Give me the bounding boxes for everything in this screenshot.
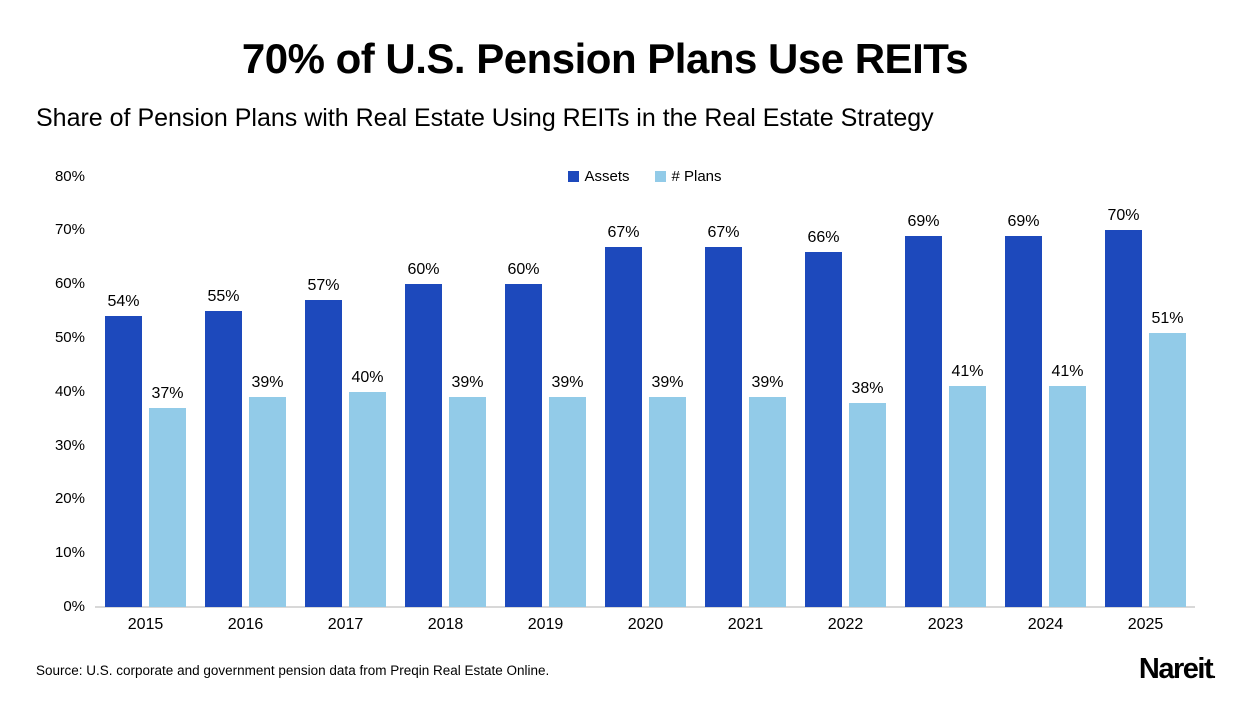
legend-item-plans: # Plans <box>655 168 722 185</box>
nareit-logo-dot: . <box>1212 665 1216 681</box>
bar-value-label: 37% <box>151 384 184 402</box>
bar-value-label: 39% <box>751 374 784 392</box>
legend-label-plans: # Plans <box>671 168 722 185</box>
plans-bar-2023 <box>949 386 986 607</box>
x-tick-label: 2015 <box>127 616 164 633</box>
bar-value-label: 70% <box>1107 207 1140 225</box>
bar-value-label: 69% <box>907 212 940 230</box>
plans-bar-2016 <box>249 397 286 607</box>
bar-value-label: 38% <box>851 379 884 397</box>
x-tick-label: 2022 <box>827 616 864 633</box>
x-tick-label: 2020 <box>627 616 664 633</box>
y-tick-label: 0% <box>63 598 85 615</box>
plans-bar-2021 <box>749 397 786 607</box>
x-tick-label: 2016 <box>227 616 264 633</box>
assets-bar-2023 <box>905 235 942 607</box>
bar-value-label: 39% <box>651 374 684 392</box>
assets-bar-2016 <box>205 311 242 607</box>
assets-bar-2015 <box>105 316 142 607</box>
chart-legend: Assets # Plans <box>95 168 1195 185</box>
bar-value-label: 39% <box>551 374 584 392</box>
y-tick-label: 80% <box>54 167 85 185</box>
bar-value-label: 41% <box>1051 363 1084 381</box>
y-tick-label: 30% <box>54 436 85 454</box>
x-tick-label: 2025 <box>1127 616 1164 633</box>
plans-bar-2020 <box>649 397 686 607</box>
bar-value-label: 67% <box>607 223 640 241</box>
x-tick-label: 2024 <box>1027 616 1064 633</box>
y-tick-label: 70% <box>54 221 85 239</box>
y-tick-label: 60% <box>54 275 85 293</box>
bar-value-label: 57% <box>307 277 340 295</box>
x-tick-label: 2023 <box>927 616 964 633</box>
y-tick-label: 50% <box>54 329 85 346</box>
nareit-wordmark: Nareit <box>1138 653 1214 685</box>
y-tick-label: 20% <box>54 490 85 508</box>
x-tick-label: 2021 <box>727 616 764 633</box>
assets-bar-2020 <box>605 246 642 607</box>
bar-value-label: 55% <box>207 288 240 306</box>
bar-value-label: 60% <box>507 261 540 279</box>
plans-bar-2015 <box>149 407 186 607</box>
assets-bar-2021 <box>705 246 742 607</box>
bar-value-label: 60% <box>407 261 440 279</box>
plans-bar-2017 <box>349 391 386 607</box>
bar-value-label: 41% <box>951 363 984 381</box>
bar-value-label: 67% <box>707 223 740 241</box>
bar-value-label: 69% <box>1007 212 1040 230</box>
bar-value-label: 66% <box>807 228 840 246</box>
plans-bar-2024 <box>1049 386 1086 607</box>
plans-bar-2022 <box>849 402 886 607</box>
y-tick-label: 40% <box>54 382 85 400</box>
plans-bar-2025 <box>1149 332 1186 607</box>
plans-swatch-icon <box>655 171 667 182</box>
assets-bar-2018 <box>405 284 442 607</box>
x-tick-label: 2019 <box>527 616 564 633</box>
nareit-logo: Nareit. <box>1139 653 1216 686</box>
chart-title: 70% of U.S. Pension Plans Use REITs <box>241 35 969 82</box>
y-tick-label: 10% <box>54 544 85 562</box>
assets-swatch-icon <box>568 171 580 182</box>
bar-value-label: 54% <box>107 293 140 311</box>
x-axis-line <box>95 606 1195 608</box>
assets-bar-2022 <box>805 251 842 607</box>
assets-bar-2019 <box>505 284 542 607</box>
bar-value-label: 51% <box>1151 309 1184 327</box>
legend-item-assets: Assets <box>568 168 629 185</box>
legend-label-assets: Assets <box>584 168 630 185</box>
bar-value-label: 40% <box>351 368 384 386</box>
x-tick-label: 2018 <box>427 616 464 633</box>
plans-bar-2018 <box>449 397 486 607</box>
x-tick-label: 2017 <box>327 616 364 633</box>
assets-bar-2017 <box>305 300 342 607</box>
chart-subtitle: Share of Pension Plans with Real Estate … <box>36 104 934 132</box>
assets-bar-2024 <box>1005 235 1042 607</box>
bar-value-label: 39% <box>251 374 284 392</box>
assets-bar-2025 <box>1105 230 1142 607</box>
plans-bar-2019 <box>549 397 586 607</box>
bar-value-label: 39% <box>451 374 484 392</box>
source-note: Source: U.S. corporate and government pe… <box>36 663 550 678</box>
